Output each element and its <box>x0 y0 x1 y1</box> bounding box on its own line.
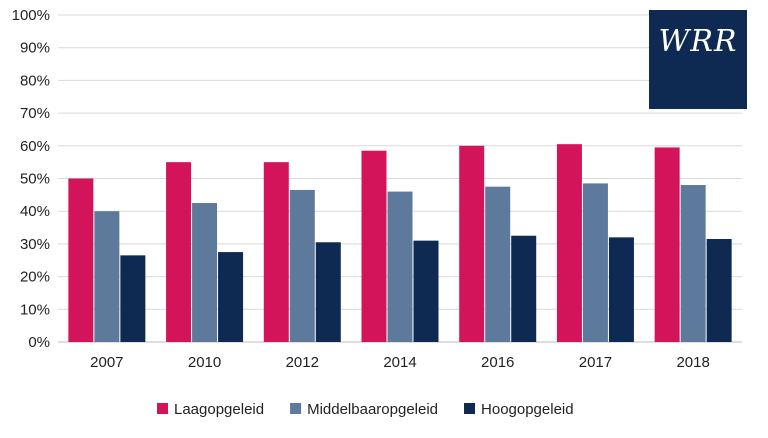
x-axis-tick-labels: 2007 2010 2012 2014 2016 2017 2018 <box>90 354 710 371</box>
bar-hoogopgeleid-2010 <box>218 252 244 342</box>
legend: Laagopgeleid Middelbaaropgeleid Hoogopgele… <box>157 401 574 418</box>
logo-background <box>649 10 747 109</box>
bar-hoogopgeleid-2007 <box>120 255 146 342</box>
legend-swatch-hoogopgeleid <box>464 403 476 414</box>
y-tick-label: 10% <box>20 301 50 318</box>
bars <box>68 144 732 342</box>
legend-label-middelbaaropgeleid: Middelbaaropgeleid <box>307 401 438 418</box>
bar-laagopgeleid-2017 <box>556 144 582 342</box>
bar-laagopgeleid-2012 <box>263 162 289 342</box>
bar-middelbaaropgeleid-2018 <box>680 185 706 342</box>
x-tick-label: 2010 <box>188 354 221 371</box>
y-tick-label: 40% <box>20 203 50 220</box>
legend-swatch-middelbaaropgeleid <box>290 403 302 414</box>
legend-swatch-laagopgeleid <box>157 403 168 414</box>
wrr-logo: WRR <box>649 10 747 109</box>
legend-label-laagopgeleid: Laagopgeleid <box>174 401 264 418</box>
y-axis-tick-labels: 0% 10% 20% 30% 40% 50% 60% 70% 80% 90% 100% <box>12 7 50 351</box>
x-tick-label: 2007 <box>90 354 123 371</box>
bar-middelbaaropgeleid-2010 <box>192 203 218 342</box>
y-tick-label: 80% <box>20 72 50 89</box>
bar-laagopgeleid-2014 <box>361 150 387 342</box>
y-tick-label: 0% <box>28 334 50 351</box>
y-tick-label: 60% <box>20 138 50 155</box>
bar-middelbaaropgeleid-2016 <box>485 186 511 342</box>
x-tick-label: 2014 <box>383 354 416 371</box>
bar-laagopgeleid-2010 <box>166 162 192 342</box>
x-tick-label: 2012 <box>286 354 319 371</box>
bar-middelbaaropgeleid-2007 <box>94 211 120 342</box>
bar-middelbaaropgeleid-2017 <box>582 183 608 342</box>
x-tick-label: 2016 <box>481 354 514 371</box>
y-tick-label: 30% <box>20 236 50 253</box>
x-tick-label: 2018 <box>676 354 709 371</box>
y-tick-label: 70% <box>20 105 50 122</box>
bar-hoogopgeleid-2017 <box>608 237 634 342</box>
bar-middelbaaropgeleid-2014 <box>387 191 413 342</box>
bar-hoogopgeleid-2018 <box>706 238 732 342</box>
bar-hoogopgeleid-2016 <box>511 235 537 342</box>
bar-hoogopgeleid-2012 <box>315 242 341 342</box>
y-tick-label: 90% <box>20 40 50 57</box>
bar-hoogopgeleid-2014 <box>413 240 439 342</box>
x-tick-label: 2017 <box>579 354 612 371</box>
bar-laagopgeleid-2007 <box>68 178 94 342</box>
legend-label-hoogopgeleid: Hoogopgeleid <box>481 401 574 418</box>
y-tick-label: 20% <box>20 269 50 286</box>
y-tick-label: 100% <box>12 7 50 24</box>
bar-laagopgeleid-2016 <box>459 145 485 342</box>
y-tick-label: 50% <box>20 171 50 188</box>
bar-middelbaaropgeleid-2012 <box>289 189 315 342</box>
bar-laagopgeleid-2018 <box>654 147 680 342</box>
logo-text: WRR <box>658 24 737 59</box>
